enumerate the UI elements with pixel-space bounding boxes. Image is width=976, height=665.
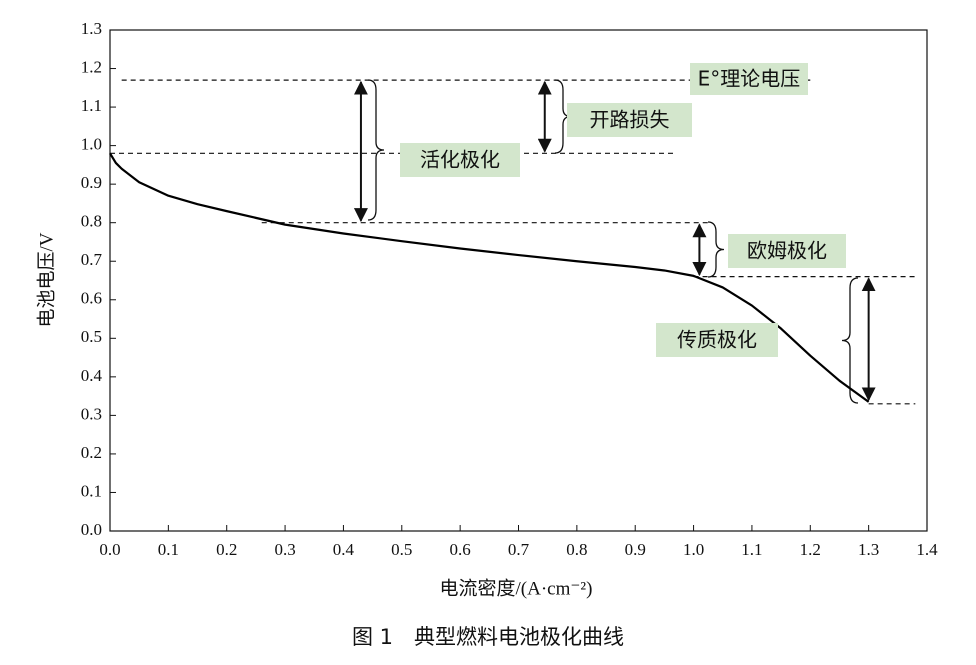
annotation: 传质极化 <box>677 328 757 352</box>
annotation: 开路损失 <box>590 108 670 132</box>
y-tick-label: 0.9 <box>81 173 102 192</box>
annotation-box <box>690 63 808 95</box>
x-tick-label: 0.0 <box>99 540 120 559</box>
x-tick-label: 0.8 <box>566 540 587 559</box>
x-tick-label: 0.7 <box>508 540 530 559</box>
x-tick-label: 0.6 <box>450 540 471 559</box>
annotation-box <box>656 323 778 357</box>
x-tick-label: 1.4 <box>916 540 938 559</box>
x-tick-label: 0.9 <box>625 540 646 559</box>
y-tick-label: 0.6 <box>81 289 102 308</box>
brace <box>367 79 385 221</box>
y-tick-label: 1.0 <box>81 135 102 154</box>
x-tick-label: 1.0 <box>683 540 704 559</box>
x-axis-label: 电流密度/(A·cm⁻²) <box>440 577 593 599</box>
x-tick-label: 1.1 <box>741 540 762 559</box>
y-axis-label: 电池电压/V <box>35 232 57 327</box>
x-tick-label: 0.2 <box>216 540 237 559</box>
y-tick-label: 1.1 <box>81 96 102 115</box>
y-tick-label: 0.7 <box>81 250 103 269</box>
y-tick-label: 0.4 <box>81 366 103 385</box>
y-tick-label: 0.2 <box>81 443 102 462</box>
x-tick-label: 0.5 <box>391 540 412 559</box>
caption: 图 1 典型燃料电池极化曲线 <box>352 625 624 649</box>
annotation: 欧姆极化 <box>747 239 827 263</box>
curve <box>109 152 870 403</box>
x-tick-label: 0.4 <box>333 540 355 559</box>
y-tick-label: 0.5 <box>81 327 102 346</box>
brace <box>841 277 859 404</box>
x-tick-label: 0.3 <box>274 540 295 559</box>
y-tick-label: 1.2 <box>81 57 102 76</box>
annotation-box <box>567 103 692 137</box>
y-tick-label: 0.1 <box>81 481 102 500</box>
annotation-box <box>400 143 520 177</box>
x-tick-label: 0.1 <box>158 540 179 559</box>
brace <box>707 221 725 278</box>
annotation: 活化极化 <box>420 148 500 172</box>
y-tick-label: 0.8 <box>81 212 102 231</box>
y-tick-label: 0.3 <box>81 404 102 423</box>
x-tick-label: 1.3 <box>858 540 879 559</box>
y-tick-label: 1.3 <box>81 19 102 38</box>
x-tick-label: 1.2 <box>800 540 821 559</box>
annotation: E°理论电压 <box>698 67 801 91</box>
annotation-box <box>728 234 846 268</box>
plot-frame <box>109 29 928 532</box>
y-tick-label: 0.0 <box>81 520 102 539</box>
